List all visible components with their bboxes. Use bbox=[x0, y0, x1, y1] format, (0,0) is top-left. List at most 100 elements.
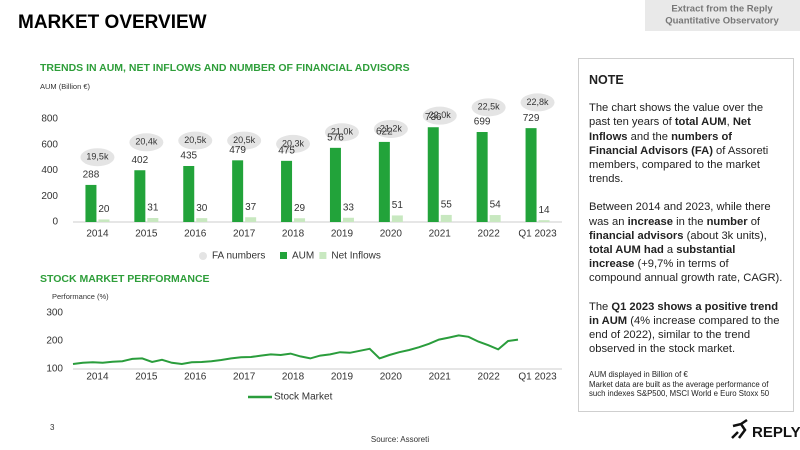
data-label: 20,3k bbox=[282, 138, 305, 148]
note-text: Q1 2023 shows a positive trend in AUM bbox=[589, 300, 779, 327]
x-tick-label: 2022 bbox=[478, 229, 501, 240]
y-tick-label: 200 bbox=[41, 191, 58, 202]
bar bbox=[427, 127, 439, 222]
x-tick-label: 2014 bbox=[86, 229, 109, 240]
x-tick-label: 2016 bbox=[184, 229, 207, 240]
note-text: , bbox=[726, 116, 733, 129]
note-text: The chart shows the value over the past … bbox=[589, 102, 764, 129]
legend-marker bbox=[319, 252, 327, 259]
data-label: 475 bbox=[278, 145, 295, 156]
data-label: 22,0k bbox=[429, 110, 452, 120]
x-tick-label: 2018 bbox=[282, 372, 305, 383]
bar bbox=[85, 184, 97, 222]
x-tick-label: 2015 bbox=[135, 229, 158, 240]
note-text: financial advisors bbox=[589, 229, 684, 242]
legend-label: FA numbers bbox=[212, 251, 265, 262]
x-tick-label: 2017 bbox=[233, 229, 256, 240]
note-body: The chart shows the value over the past … bbox=[589, 101, 783, 399]
legend-marker bbox=[199, 252, 207, 260]
data-label: 33 bbox=[343, 202, 355, 213]
fa-bubble bbox=[471, 98, 506, 117]
data-label: 54 bbox=[490, 200, 502, 211]
logo: REPLY bbox=[752, 424, 800, 441]
footnote: AUM displayed in Billion of € bbox=[589, 370, 688, 380]
legend-label: Stock Market bbox=[274, 392, 333, 403]
note-paragraph: The Q1 2023 shows a positive trend in AU… bbox=[589, 300, 783, 357]
bar bbox=[183, 165, 195, 222]
y-tick-label: 300 bbox=[46, 308, 63, 319]
data-label: 22,8k bbox=[527, 97, 550, 107]
x-tick-label: Q1 2023 bbox=[518, 372, 557, 383]
data-label: 55 bbox=[441, 200, 453, 211]
note-text: (4% increase compared to the end of 2022… bbox=[589, 314, 780, 356]
fa-bubble bbox=[276, 134, 311, 153]
fa-bubble bbox=[227, 131, 262, 150]
data-label: 20,5k bbox=[184, 135, 207, 145]
note-text: (about 3k units), bbox=[683, 229, 767, 242]
y-tick-label: 100 bbox=[46, 364, 63, 375]
data-label: 622 bbox=[376, 127, 393, 138]
data-label: 19,5k bbox=[86, 152, 109, 162]
y-axis-label: AUM (Billion €) bbox=[40, 82, 91, 91]
note-text: increase bbox=[627, 215, 673, 228]
data-label: 736 bbox=[425, 112, 442, 123]
badge-line: Quantitative Observatory bbox=[665, 16, 779, 27]
data-label: 22,5k bbox=[478, 102, 501, 112]
note-text: of Assoreti members, compared to the mar… bbox=[589, 144, 769, 186]
data-label: 729 bbox=[523, 113, 540, 124]
page-number: 3 bbox=[50, 423, 55, 432]
fa-bubble bbox=[178, 131, 213, 150]
x-tick-label: 2019 bbox=[331, 229, 354, 240]
bar bbox=[281, 160, 293, 222]
data-label: 31 bbox=[147, 203, 159, 214]
legend-label: Net Inflows bbox=[331, 251, 380, 262]
bar bbox=[196, 218, 208, 222]
bar bbox=[329, 147, 341, 222]
x-tick-label: 2020 bbox=[380, 372, 403, 383]
source: Source: Assoreti bbox=[371, 435, 429, 444]
data-label: 21,0k bbox=[331, 127, 354, 137]
data-label: 435 bbox=[180, 151, 197, 162]
x-tick-label: 2020 bbox=[380, 229, 403, 240]
y-tick-label: 0 bbox=[52, 217, 58, 228]
fa-bubble bbox=[80, 148, 115, 167]
bar bbox=[147, 218, 159, 222]
bar bbox=[538, 220, 550, 222]
y-axis-label: Performance (%) bbox=[52, 292, 109, 301]
bar bbox=[378, 141, 390, 222]
legend-label: AUM bbox=[292, 251, 314, 262]
x-tick-label: 2014 bbox=[86, 372, 109, 383]
note-panel: NOTE The chart shows the value over the … bbox=[578, 58, 794, 412]
y-tick-label: 200 bbox=[46, 336, 63, 347]
badge-box bbox=[645, 0, 800, 31]
bar bbox=[440, 214, 452, 222]
x-tick-label: 2017 bbox=[233, 372, 256, 383]
bar bbox=[525, 128, 537, 222]
data-label: 402 bbox=[132, 155, 149, 166]
x-tick-label: 2016 bbox=[184, 372, 207, 383]
data-label: 14 bbox=[538, 205, 550, 216]
bar bbox=[294, 218, 306, 222]
note-text: of bbox=[747, 215, 761, 228]
x-tick-label: 2022 bbox=[478, 372, 501, 383]
note-text: numbers of Financial Advisors (FA) bbox=[589, 130, 733, 157]
data-label: 29 bbox=[294, 203, 306, 214]
note-text: total AUM bbox=[674, 116, 727, 129]
x-tick-label: 2018 bbox=[282, 229, 305, 240]
data-label: 699 bbox=[474, 117, 491, 128]
badge-line: Extract from the Reply bbox=[671, 4, 773, 15]
note-title: NOTE bbox=[589, 73, 624, 87]
data-label: 51 bbox=[392, 200, 404, 211]
data-label: 479 bbox=[229, 145, 246, 156]
note-text: total AUM had bbox=[589, 244, 664, 257]
data-label: 20,5k bbox=[233, 135, 256, 145]
note-text: The bbox=[589, 300, 612, 313]
data-label: 21,2k bbox=[380, 123, 403, 133]
chart-title: STOCK MARKET PERFORMANCE bbox=[40, 273, 210, 285]
y-tick-label: 600 bbox=[41, 139, 58, 150]
fa-bubble bbox=[129, 133, 164, 152]
bar bbox=[489, 215, 501, 222]
note-text: Net Inflows bbox=[589, 116, 751, 143]
